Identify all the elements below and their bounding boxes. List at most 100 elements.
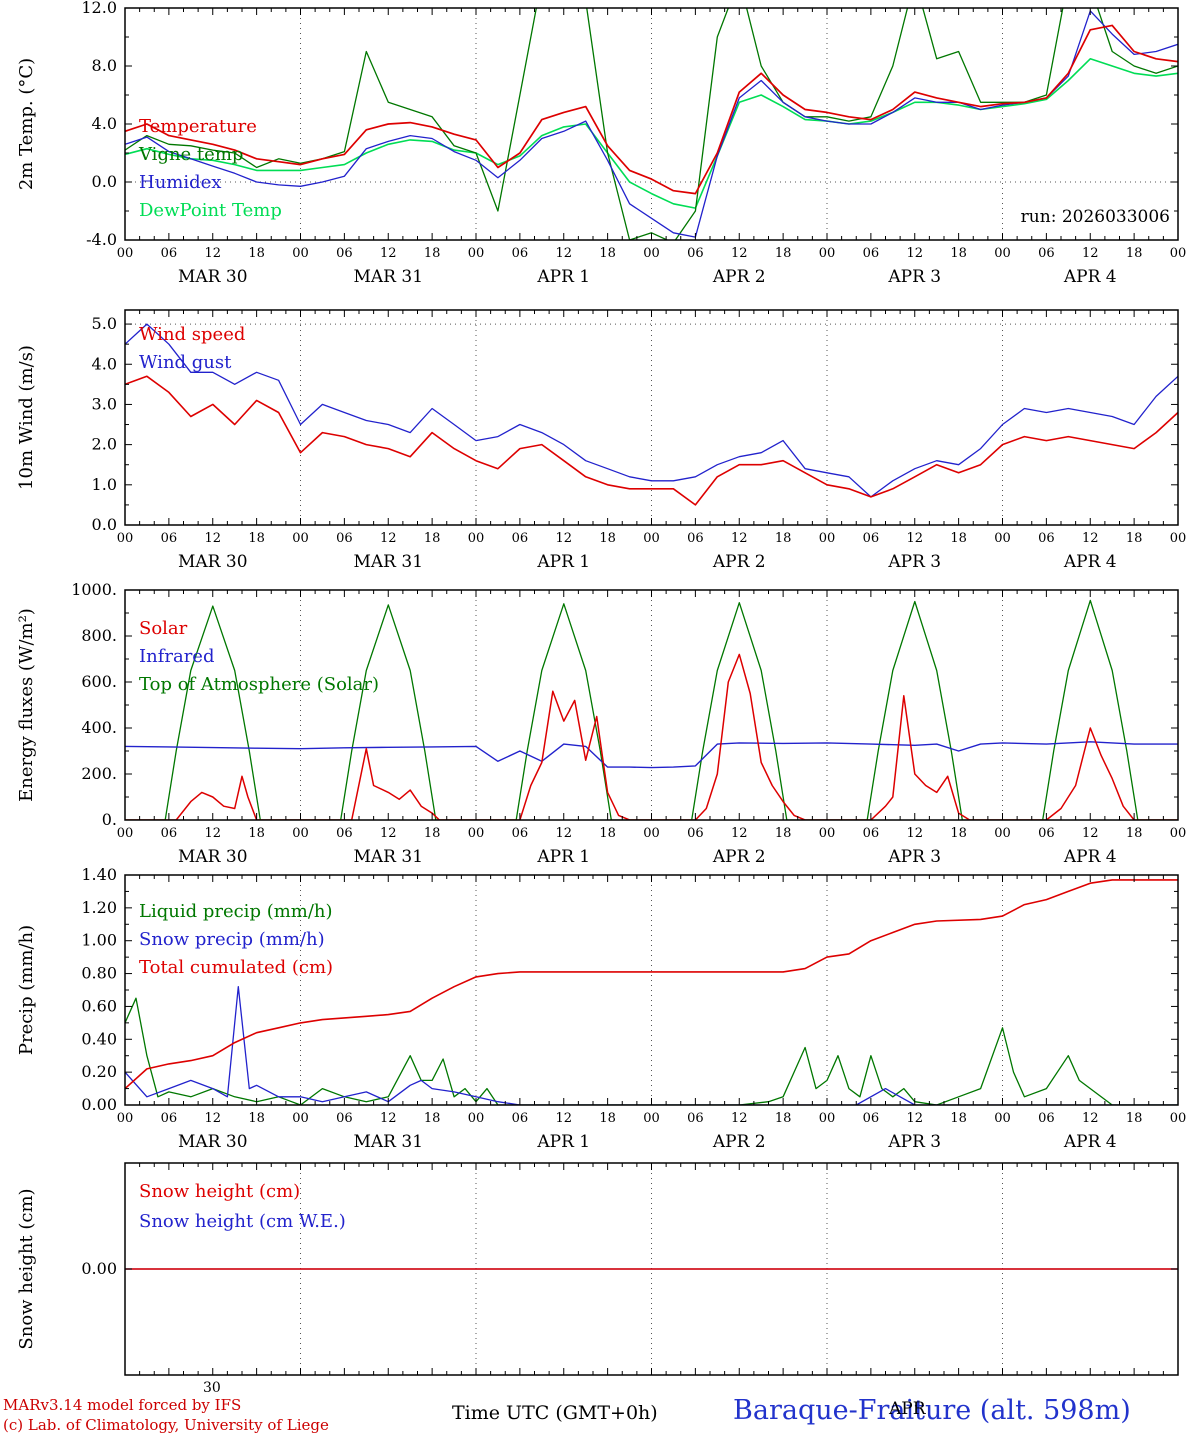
xtick-label: 00 bbox=[643, 826, 660, 841]
xtick-label: 12 bbox=[731, 1111, 748, 1126]
legend-top-of-atmosphere-solar: Top of Atmosphere (Solar) bbox=[139, 674, 379, 695]
panel-energy: 0. 200. 400. 600. 800. 1000. Energy fluxes (W/… bbox=[16, 580, 1187, 867]
ytick-label: 400. bbox=[81, 718, 117, 737]
xtick-label: 18 bbox=[950, 246, 967, 261]
day-label: MAR 30 bbox=[178, 1132, 248, 1152]
xtick-label: 12 bbox=[380, 1111, 397, 1126]
series-wind-speed bbox=[125, 375, 1178, 506]
xtick-label: 00 bbox=[994, 826, 1011, 841]
xtick-label: 06 bbox=[687, 531, 704, 546]
xtick-label: 18 bbox=[424, 246, 441, 261]
xtick-label: 00 bbox=[994, 1111, 1011, 1126]
ytick-label: 0.40 bbox=[81, 1029, 117, 1048]
day-label: MAR 30 bbox=[178, 267, 248, 287]
xtick-label: 18 bbox=[775, 826, 792, 841]
xtick-label: 18 bbox=[775, 246, 792, 261]
xtick-label: 12 bbox=[380, 531, 397, 546]
ytick-label: 4.0 bbox=[92, 114, 117, 133]
day-label: MAR 31 bbox=[353, 267, 423, 287]
xtick-label: 18 bbox=[424, 531, 441, 546]
day-label: APR 1 bbox=[536, 552, 590, 572]
day-label: APR 2 bbox=[712, 267, 766, 287]
xtick-label: 12 bbox=[380, 826, 397, 841]
xtick-label: 12 bbox=[1082, 1111, 1099, 1126]
xtick-label: 06 bbox=[1038, 246, 1055, 261]
series-wind-gust bbox=[125, 323, 1178, 498]
xtick-label: 06 bbox=[1038, 1111, 1055, 1126]
xtick-label: 00 bbox=[819, 1111, 836, 1126]
xtick-label: 18 bbox=[775, 1111, 792, 1126]
day-label: APR 4 bbox=[1063, 1132, 1117, 1152]
ytick-label: 0.60 bbox=[81, 996, 117, 1015]
xtick-label: 00 bbox=[1170, 826, 1187, 841]
stray-day-label: 30 bbox=[203, 1380, 221, 1396]
xtick-label: 12 bbox=[731, 531, 748, 546]
panel-temperature: -4.0 0.0 4.0 8.0 12.0 2m Temp. (°C) Temperatur… bbox=[16, 0, 1187, 287]
xtick-label: 06 bbox=[687, 826, 704, 841]
xtick-label: 18 bbox=[1126, 246, 1143, 261]
xtick-label: 00 bbox=[468, 531, 485, 546]
xtick-label: 06 bbox=[1038, 826, 1055, 841]
ytick-label: 600. bbox=[81, 672, 117, 691]
run-annotation: run: 2026033006 bbox=[1021, 207, 1170, 227]
ytick-label: 200. bbox=[81, 764, 117, 783]
legend-infrared: Infrared bbox=[139, 646, 214, 667]
xtick-label: 06 bbox=[512, 826, 529, 841]
xtick-label: 12 bbox=[204, 246, 221, 261]
xtick-label: 06 bbox=[161, 531, 178, 546]
day-label: APR 2 bbox=[712, 1132, 766, 1152]
xtick-label: 00 bbox=[643, 531, 660, 546]
series-vigne-temp bbox=[125, 8, 1178, 240]
day-label: APR 4 bbox=[1063, 552, 1117, 572]
station-title: Baraque-Fraiture (alt. 598m) bbox=[733, 1395, 1131, 1426]
xtick-label: 06 bbox=[687, 246, 704, 261]
day-label: APR 3 bbox=[887, 552, 941, 572]
xtick-label: 18 bbox=[248, 826, 265, 841]
xtick-label: 00 bbox=[1170, 246, 1187, 261]
xtick-label: 18 bbox=[248, 1111, 265, 1126]
xtick-label: 06 bbox=[863, 826, 880, 841]
xtick-label: 18 bbox=[1126, 531, 1143, 546]
xtick-label: 06 bbox=[161, 1111, 178, 1126]
legend-total-cumulated-cm: Total cumulated (cm) bbox=[139, 957, 333, 978]
ylabel-energy: Energy fluxes (W/m²) bbox=[16, 608, 37, 802]
day-label: APR 2 bbox=[712, 847, 766, 867]
xtick-label: 06 bbox=[161, 246, 178, 261]
series-liquid-precip bbox=[125, 997, 1178, 1105]
legend-dewpoint-temp: DewPoint Temp bbox=[139, 200, 282, 221]
xtick-label: 06 bbox=[161, 826, 178, 841]
day-label: APR 3 bbox=[887, 1132, 941, 1152]
day-label: APR 2 bbox=[712, 552, 766, 572]
legend-snow-height-cm-w-e: Snow height (cm W.E.) bbox=[139, 1211, 346, 1232]
ylabel-precip: Precip (mm/h) bbox=[16, 925, 37, 1055]
xtick-label: 06 bbox=[863, 531, 880, 546]
xtick-label: 00 bbox=[117, 531, 134, 546]
xtick-label: 00 bbox=[292, 246, 309, 261]
legend-wind-speed: Wind speed bbox=[139, 324, 245, 345]
xtick-label: 18 bbox=[599, 826, 616, 841]
xtick-label: 06 bbox=[336, 826, 353, 841]
xtick-label: 18 bbox=[248, 246, 265, 261]
model-credit-line1: MARv3.14 model forced by IFS bbox=[3, 1396, 242, 1414]
xtick-label: 12 bbox=[731, 246, 748, 261]
xtick-label: 12 bbox=[555, 826, 572, 841]
xtick-label: 00 bbox=[468, 246, 485, 261]
day-label: APR 3 bbox=[887, 267, 941, 287]
xtick-label: 00 bbox=[117, 826, 134, 841]
ylabel-wind: 10m Wind (m/s) bbox=[16, 345, 37, 490]
series-dewpoint-temp bbox=[125, 57, 1178, 209]
ytick-label: 0.00 bbox=[81, 1095, 117, 1114]
xtick-label: 06 bbox=[863, 1111, 880, 1126]
xtick-label: 00 bbox=[994, 531, 1011, 546]
series-humidex bbox=[125, 10, 1178, 238]
stray-month-label: APR bbox=[889, 1399, 926, 1419]
xtick-label: 00 bbox=[819, 826, 836, 841]
xtick-label: 06 bbox=[336, 1111, 353, 1126]
xtick-label: 18 bbox=[1126, 826, 1143, 841]
xtick-label: 12 bbox=[204, 1111, 221, 1126]
day-label: MAR 30 bbox=[178, 847, 248, 867]
xtick-label: 12 bbox=[906, 1111, 923, 1126]
xtick-label: 06 bbox=[512, 246, 529, 261]
xtick-label: 12 bbox=[555, 1111, 572, 1126]
